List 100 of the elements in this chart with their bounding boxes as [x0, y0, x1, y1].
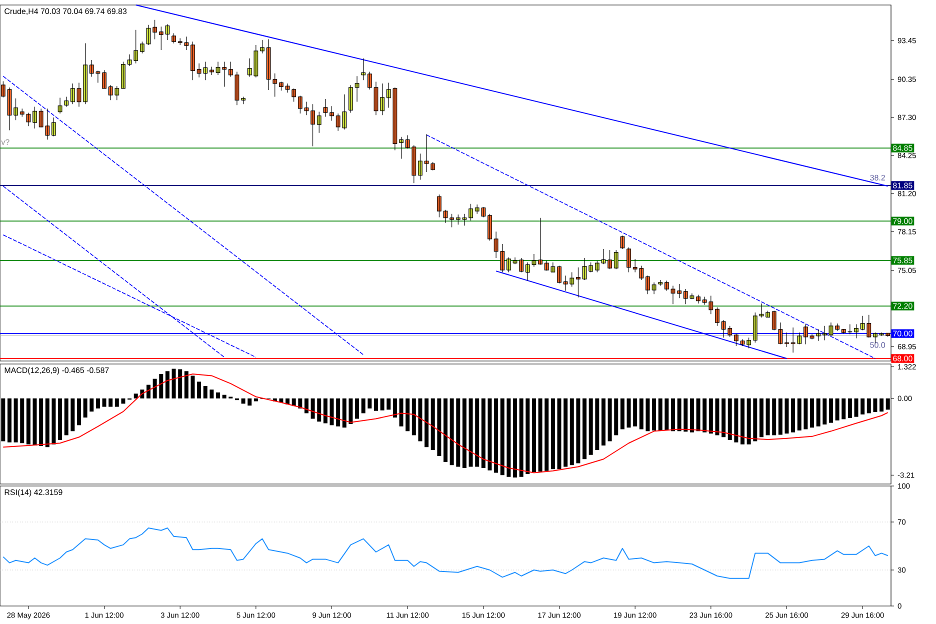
candlestick: [7, 87, 12, 131]
candlestick: [310, 104, 315, 147]
bar: [797, 398, 802, 430]
candlestick: [582, 258, 587, 280]
bar: [538, 398, 542, 472]
bar: [399, 398, 404, 426]
bar: [481, 398, 486, 468]
candlestick: [538, 218, 542, 265]
bar: [456, 398, 460, 467]
bar: [336, 398, 340, 426]
bar: [52, 398, 56, 444]
candlestick: [266, 38, 271, 90]
candlestick: [304, 102, 309, 116]
candlestick: [494, 231, 498, 258]
candlestick: [576, 267, 580, 298]
bar: [418, 398, 422, 442]
candlestick: [380, 83, 385, 116]
bar: [134, 394, 138, 398]
bar: [715, 398, 720, 436]
candlestick: [399, 136, 404, 160]
candlestick: [190, 41, 195, 80]
candlestick: [557, 265, 562, 284]
candlestick: [14, 98, 18, 120]
bar: [646, 398, 650, 432]
candlestick: [260, 40, 264, 54]
bar: [873, 398, 878, 412]
candlestick: [677, 284, 682, 298]
candlestick: [58, 98, 62, 114]
candlestick: [102, 70, 106, 89]
bar: [32, 398, 37, 446]
bar: [108, 398, 113, 407]
bar: [582, 398, 587, 460]
bar: [317, 398, 322, 422]
bar: [58, 398, 62, 440]
bar: [102, 398, 106, 407]
bar: [848, 398, 852, 418]
bar: [626, 398, 631, 428]
line-series: [2, 528, 888, 579]
bar: [866, 398, 871, 414]
candlestick: [348, 84, 353, 114]
bar: [854, 398, 858, 417]
candlestick: [330, 106, 334, 122]
bar: [753, 398, 758, 442]
bar: [557, 398, 562, 470]
bar: [880, 398, 884, 412]
candlestick: [620, 235, 625, 250]
bar: [816, 398, 820, 426]
candlestick: [854, 324, 858, 339]
candlestick: [658, 280, 663, 286]
bar: [342, 398, 346, 428]
candlestick: [828, 322, 834, 336]
candlestick: [822, 326, 827, 341]
candlestick: [443, 210, 448, 224]
bar: [76, 398, 81, 426]
bar: [475, 398, 480, 467]
bar: [222, 394, 226, 398]
bar: [430, 398, 435, 450]
bar: [513, 398, 518, 478]
bar: [310, 398, 315, 419]
candlestick: [354, 76, 360, 102]
bar: [248, 398, 252, 406]
candlestick: [614, 250, 618, 270]
candlestick: [652, 282, 656, 294]
bar: [570, 398, 574, 466]
bar: [114, 398, 119, 407]
bar: [462, 398, 466, 468]
bar: [746, 398, 751, 444]
bar: [90, 398, 94, 412]
bar: [412, 398, 416, 436]
bar: [652, 398, 656, 430]
bar: [165, 371, 170, 398]
candlestick: [146, 24, 151, 46]
bar: [152, 378, 157, 398]
candlestick: [222, 61, 227, 87]
candlestick: [804, 324, 808, 345]
bar: [197, 382, 202, 398]
bar: [500, 398, 504, 476]
candlestick: [816, 328, 821, 342]
bar: [759, 398, 764, 438]
candlestick: [532, 254, 536, 267]
candlestick: [216, 61, 220, 76]
bar: [633, 398, 638, 426]
candlestick: [323, 98, 328, 118]
bar: [304, 398, 308, 414]
candlestick: [152, 20, 158, 40]
candlestick: [468, 204, 473, 221]
bar: [406, 398, 410, 432]
candlestick: [601, 248, 606, 264]
candlestick: [608, 250, 612, 270]
candlestick: [772, 310, 776, 331]
candlestick: [670, 286, 676, 304]
bar: [83, 398, 88, 418]
line-series: [2, 374, 888, 474]
bar: [734, 398, 738, 442]
bar: [39, 398, 44, 446]
candlestick: [588, 262, 594, 273]
bar: [519, 398, 524, 477]
bar: [96, 398, 100, 408]
candlestick: [32, 106, 37, 129]
bar: [437, 398, 442, 456]
